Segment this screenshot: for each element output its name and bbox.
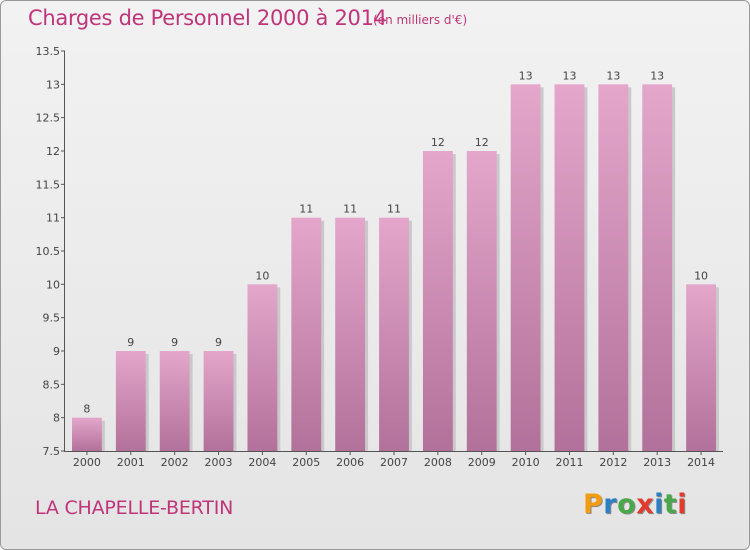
y-tick-label: 9.5 xyxy=(43,312,61,325)
bar-value-label: 9 xyxy=(127,336,134,349)
bar-2013 xyxy=(642,84,673,451)
x-tick-label: 2012 xyxy=(599,456,627,469)
y-tick-label: 11 xyxy=(46,212,60,225)
logo-letter: t xyxy=(663,489,678,520)
bar-2006 xyxy=(335,217,366,451)
x-tick-label: 2006 xyxy=(336,456,364,469)
chart-title: Charges de Personnel 2000 à 2014 xyxy=(28,6,387,30)
x-tick-label: 2009 xyxy=(468,456,496,469)
bar-value-label: 10 xyxy=(694,269,708,282)
y-tick-label: 7.5 xyxy=(43,445,61,458)
y-tick-label: 12 xyxy=(46,145,60,158)
bar-2001 xyxy=(115,351,146,451)
bar-value-label: 8 xyxy=(83,403,90,416)
logo-letter: i xyxy=(654,489,664,520)
y-tick-label: 10 xyxy=(46,278,60,291)
x-tick-label: 2011 xyxy=(555,456,583,469)
logo-letter: P xyxy=(583,489,604,520)
bar-2005 xyxy=(291,217,322,451)
y-tick-label: 12.5 xyxy=(36,112,61,125)
y-tick-label: 8 xyxy=(53,412,60,425)
bar-2004 xyxy=(247,284,278,451)
bar-value-label: 11 xyxy=(299,203,313,216)
x-tick-label: 2001 xyxy=(117,456,145,469)
y-tick-label: 11.5 xyxy=(36,178,61,191)
bar-value-label: 10 xyxy=(255,269,269,282)
bar-value-label: 9 xyxy=(171,336,178,349)
bar-2009 xyxy=(466,151,497,451)
place-name: LA CHAPELLE-BERTIN xyxy=(35,497,234,519)
bar-2008 xyxy=(422,151,453,451)
bar-value-label: 11 xyxy=(343,203,357,216)
logo-letter: o xyxy=(617,489,637,520)
bar-2012 xyxy=(598,84,629,451)
bar-value-label: 11 xyxy=(387,203,401,216)
bar-2010 xyxy=(510,84,541,451)
y-tick-label: 13 xyxy=(46,78,60,91)
logo-letter: r xyxy=(603,489,618,520)
bar-value-label: 12 xyxy=(475,136,489,149)
x-tick-label: 2014 xyxy=(687,456,715,469)
logo-letter: i xyxy=(677,489,688,520)
x-tick-label: 2003 xyxy=(205,456,233,469)
bar-2003 xyxy=(203,351,234,451)
bar-2000 xyxy=(72,417,102,451)
bar-value-label: 13 xyxy=(606,69,620,82)
bar-value-label: 9 xyxy=(215,336,222,349)
bar-2014 xyxy=(686,284,716,451)
y-tick-label: 8.5 xyxy=(43,378,61,391)
bar-value-label: 13 xyxy=(562,69,576,82)
x-tick-label: 2004 xyxy=(248,456,276,469)
bar-value-label: 13 xyxy=(519,69,533,82)
logo-letter: x xyxy=(636,489,655,520)
x-tick-label: 2010 xyxy=(512,456,540,469)
bar-value-label: 12 xyxy=(431,136,445,149)
x-tick-label: 2013 xyxy=(643,456,671,469)
proxiti-logo: Proxiti xyxy=(583,489,687,520)
bar-2002 xyxy=(159,351,190,451)
y-tick-label: 9 xyxy=(53,345,60,358)
x-tick-label: 2007 xyxy=(380,456,408,469)
x-tick-label: 2000 xyxy=(73,456,101,469)
chart-subtitle: (en milliers d'€) xyxy=(373,13,468,27)
x-tick-label: 2005 xyxy=(292,456,320,469)
y-tick-label: 13.5 xyxy=(36,45,61,58)
y-tick-label: 10.5 xyxy=(36,245,61,258)
bar-2007 xyxy=(379,217,409,451)
x-tick-label: 2008 xyxy=(424,456,452,469)
bar-value-label: 13 xyxy=(650,69,664,82)
bar-2011 xyxy=(554,84,585,451)
x-tick-label: 2002 xyxy=(161,456,189,469)
